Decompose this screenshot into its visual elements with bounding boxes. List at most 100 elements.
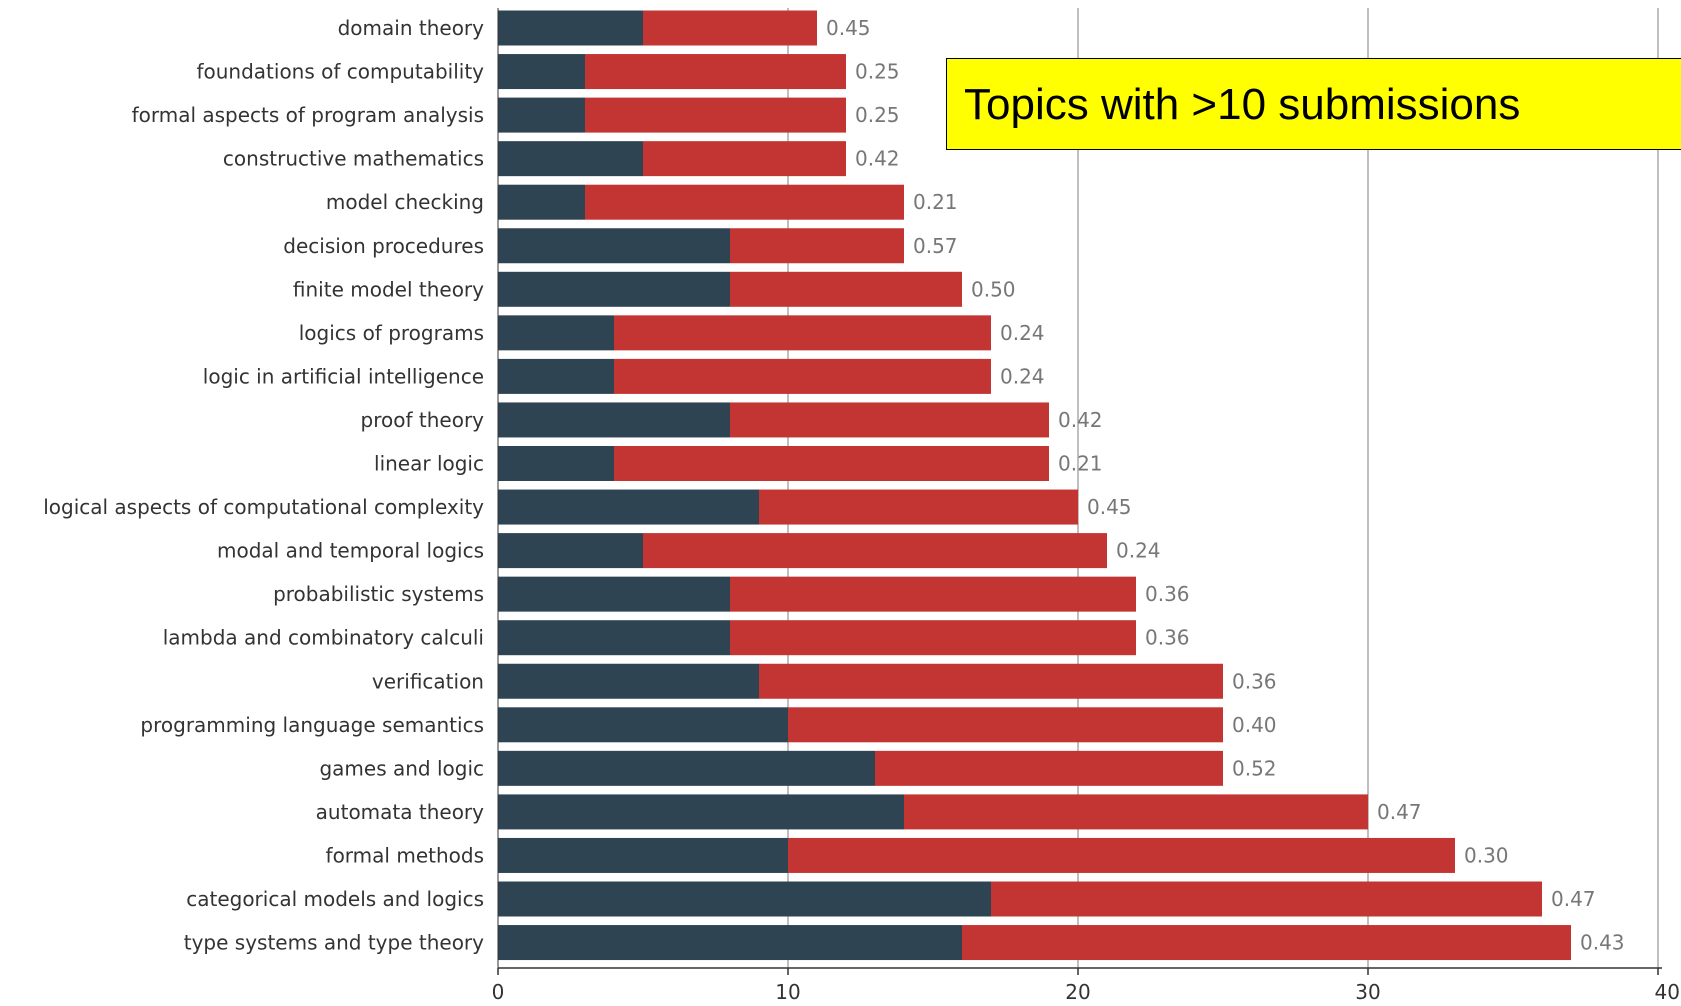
bar-segment-series-1 xyxy=(498,54,585,90)
bar-data-label: 0.24 xyxy=(1000,321,1045,345)
bar-data-label: 0.21 xyxy=(1058,452,1103,476)
bar-data-label: 0.36 xyxy=(1232,669,1277,693)
x-tick-label: 0 xyxy=(492,980,505,1004)
category-label: formal methods xyxy=(326,843,484,867)
bar-data-label: 0.40 xyxy=(1232,713,1277,737)
bar-data-label: 0.36 xyxy=(1145,626,1190,650)
bar-segment-series-1 xyxy=(498,533,643,569)
category-label: logical aspects of computational complex… xyxy=(43,495,484,519)
x-axis: 0 10 20 30 40 xyxy=(492,8,1680,1004)
category-label: categorical models and logics xyxy=(186,887,484,911)
category-label: modal and temporal logics xyxy=(217,539,484,563)
category-label: formal aspects of program analysis xyxy=(132,103,484,127)
bar-data-label: 0.30 xyxy=(1464,843,1509,867)
bar-segment-series-2 xyxy=(962,925,1571,961)
bar-segment-series-1 xyxy=(498,663,759,699)
bar-segment-series-2 xyxy=(643,533,1107,569)
category-label: linear logic xyxy=(374,452,484,476)
bar-data-label: 0.42 xyxy=(855,147,900,171)
category-label: finite model theory xyxy=(293,277,484,301)
bar-segment-series-2 xyxy=(730,228,904,264)
bar-segment-series-1 xyxy=(498,271,730,307)
category-label: logics of programs xyxy=(299,321,484,345)
category-label: lambda and combinatory calculi xyxy=(163,626,484,650)
chart-title-box: Topics with >10 submissions xyxy=(946,58,1681,150)
bar-segment-series-2 xyxy=(643,10,817,46)
bar-data-label: 0.47 xyxy=(1551,887,1596,911)
bar-segment-series-1 xyxy=(498,358,614,394)
bar-data-label: 0.47 xyxy=(1377,800,1422,824)
bar-segment-series-1 xyxy=(498,794,904,830)
bar-data-label: 0.45 xyxy=(1087,495,1132,519)
bar-segment-series-1 xyxy=(498,925,962,961)
bar-segment-series-2 xyxy=(585,184,904,220)
bar-data-label: 0.45 xyxy=(826,16,871,40)
category-label: model checking xyxy=(326,190,484,214)
bar-segment-series-1 xyxy=(498,315,614,351)
bar-segment-series-2 xyxy=(759,663,1223,699)
x-tick-label: 30 xyxy=(1355,980,1380,1004)
category-label: type systems and type theory xyxy=(184,931,484,955)
bar-data-label: 0.50 xyxy=(971,277,1016,301)
category-label: logic in artificial intelligence xyxy=(203,364,484,388)
bar-segment-series-1 xyxy=(498,837,788,873)
category-label: probabilistic systems xyxy=(273,582,484,606)
bar-segment-series-2 xyxy=(788,837,1455,873)
bar-segment-series-2 xyxy=(759,489,1078,525)
bar-segment-series-2 xyxy=(991,881,1542,917)
bar-segment-series-2 xyxy=(614,446,1049,481)
bar-segment-series-2 xyxy=(730,402,1049,438)
data-labels: 0.45 0.25 0.25 0.42 0.21 0.57 0.50 0.24 0.24 0.42… xyxy=(826,16,1625,955)
bar-segment-series-2 xyxy=(585,97,846,133)
bar-segment-series-2 xyxy=(875,750,1223,786)
bar-data-label: 0.25 xyxy=(855,60,900,84)
x-tick-label: 20 xyxy=(1065,980,1090,1004)
category-label: foundations of computability xyxy=(196,60,484,84)
bars xyxy=(498,10,1571,961)
category-label: domain theory xyxy=(338,16,485,40)
bar-data-label: 0.21 xyxy=(913,190,958,214)
category-label: programming language semantics xyxy=(140,713,484,737)
bar-segment-series-1 xyxy=(498,620,730,656)
bar-segment-series-2 xyxy=(643,141,846,177)
bar-segment-series-1 xyxy=(498,707,788,743)
bar-segment-series-1 xyxy=(498,576,730,612)
bar-data-label: 0.52 xyxy=(1232,756,1277,780)
bar-data-label: 0.24 xyxy=(1116,539,1161,563)
bar-segment-series-2 xyxy=(585,54,846,90)
bar-segment-series-1 xyxy=(498,489,759,525)
bar-data-label: 0.43 xyxy=(1580,931,1625,955)
bar-segment-series-2 xyxy=(788,707,1223,743)
bar-segment-series-2 xyxy=(730,271,962,307)
bar-segment-series-1 xyxy=(498,446,614,481)
bar-data-label: 0.36 xyxy=(1145,582,1190,606)
bar-segment-series-1 xyxy=(498,402,730,438)
x-tick-label: 10 xyxy=(775,980,800,1004)
x-tick-label: 40 xyxy=(1655,980,1680,1004)
bar-segment-series-1 xyxy=(498,750,875,786)
category-label: constructive mathematics xyxy=(223,147,484,171)
bar-segment-series-2 xyxy=(730,576,1136,612)
bar-segment-series-1 xyxy=(498,228,730,264)
bar-data-label: 0.57 xyxy=(913,234,958,258)
bar-data-label: 0.42 xyxy=(1058,408,1103,432)
category-labels: domain theory foundations of computabilit… xyxy=(43,16,484,955)
bar-segment-series-2 xyxy=(614,358,991,394)
category-label: games and logic xyxy=(319,756,484,780)
bar-segment-series-2 xyxy=(730,620,1136,656)
bar-segment-series-1 xyxy=(498,97,585,133)
category-label: decision procedures xyxy=(283,234,484,258)
bar-segment-series-1 xyxy=(498,141,643,177)
bar-segment-series-2 xyxy=(614,315,991,351)
category-label: proof theory xyxy=(361,408,485,432)
chart-title: Topics with >10 submissions xyxy=(964,80,1521,129)
bar-segment-series-1 xyxy=(498,10,643,46)
bar-data-label: 0.24 xyxy=(1000,364,1045,388)
bar-segment-series-1 xyxy=(498,184,585,220)
category-label: automata theory xyxy=(316,800,484,824)
bar-data-label: 0.25 xyxy=(855,103,900,127)
bar-segment-series-2 xyxy=(904,794,1368,830)
bar-segment-series-1 xyxy=(498,881,991,917)
category-label: verification xyxy=(372,669,484,693)
